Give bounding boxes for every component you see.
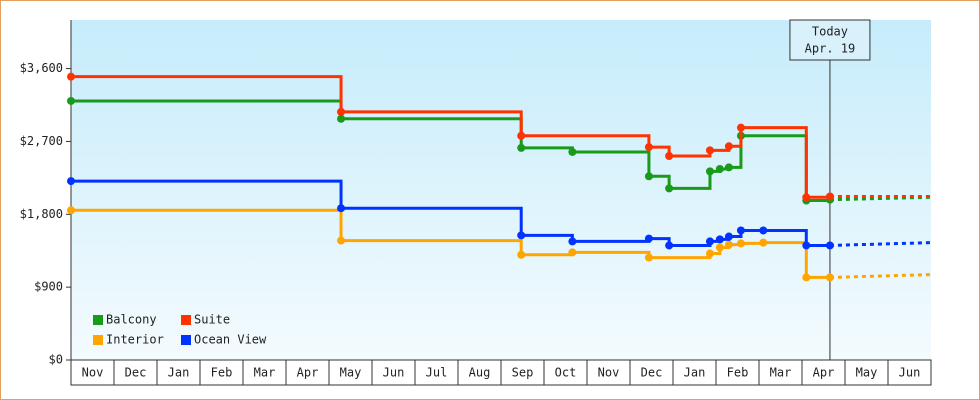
x-tick-label: Sep — [512, 366, 534, 380]
legend-swatch — [93, 335, 103, 345]
point — [724, 240, 733, 249]
y-tick-label: $3,600 — [20, 61, 63, 75]
forecast-line — [829, 195, 932, 202]
legend-swatch — [93, 315, 103, 325]
today-date: Apr. 19 — [805, 42, 856, 56]
point — [337, 114, 346, 123]
point — [644, 172, 653, 181]
series-line — [71, 75, 832, 199]
point — [644, 253, 653, 262]
point — [724, 142, 733, 151]
point — [517, 250, 526, 259]
x-tick-label: Feb — [211, 366, 233, 380]
point — [67, 96, 75, 105]
x-tick-label: Dec — [125, 366, 147, 380]
today-box — [789, 19, 871, 61]
plot-area — [71, 20, 931, 360]
x-tick-label: Jul — [426, 366, 448, 380]
point — [337, 107, 346, 116]
forecast-line — [829, 241, 932, 247]
point — [802, 193, 811, 202]
x-tick-label: Jan — [168, 366, 190, 380]
point — [736, 239, 745, 248]
legend-swatch — [181, 315, 191, 325]
x-tick-label: Feb — [727, 366, 749, 380]
point — [337, 236, 346, 245]
point — [759, 238, 768, 247]
point — [67, 206, 75, 215]
x-tick-label: Mar — [254, 366, 276, 380]
point — [724, 232, 733, 241]
point — [644, 143, 653, 152]
point — [644, 234, 653, 243]
x-tick-label: Jun — [899, 366, 921, 380]
point — [759, 226, 768, 235]
point — [67, 72, 75, 81]
y-tick-label: $2,700 — [20, 134, 63, 148]
point — [517, 131, 526, 140]
point — [568, 147, 577, 156]
point — [568, 237, 577, 246]
y-tick-label: $1,800 — [20, 207, 63, 221]
point — [736, 123, 745, 132]
point — [802, 241, 811, 250]
x-tick-label: Jan — [684, 366, 706, 380]
point — [705, 146, 714, 155]
x-tick-label: May — [340, 366, 362, 380]
x-tick-label: Nov — [82, 366, 104, 380]
x-tick-label: Jun — [383, 366, 405, 380]
point — [715, 164, 724, 173]
point — [517, 143, 526, 152]
point — [825, 192, 834, 201]
point — [802, 273, 811, 282]
legend-label: Ocean View — [194, 333, 267, 347]
legend-label: Balcony — [106, 313, 157, 327]
point — [665, 184, 674, 193]
x-tick-label: Apr — [297, 366, 319, 380]
point — [705, 249, 714, 258]
y-tick-label: $0 — [49, 353, 63, 367]
point — [825, 273, 834, 282]
point — [517, 231, 526, 240]
y-tick-label: $900 — [34, 280, 63, 294]
point — [568, 248, 577, 257]
point — [715, 243, 724, 252]
x-tick-label: Mar — [770, 366, 792, 380]
today-label: Today — [812, 25, 848, 39]
x-tick-label: Oct — [555, 366, 577, 380]
point — [705, 167, 714, 176]
point — [337, 204, 346, 213]
x-tick-label: Aug — [469, 366, 491, 380]
x-tick-label: Dec — [641, 366, 663, 380]
x-tick-label: Apr — [813, 366, 835, 380]
point — [67, 177, 75, 186]
legend-label: Interior — [106, 333, 164, 347]
x-tick-label: May — [856, 366, 878, 380]
legend-swatch — [181, 335, 191, 345]
point — [825, 241, 834, 250]
series-line — [71, 179, 830, 247]
point — [665, 152, 674, 160]
point — [724, 163, 733, 172]
point — [665, 241, 674, 250]
point — [705, 237, 714, 246]
point — [715, 235, 724, 244]
legend-label: Suite — [194, 313, 230, 327]
forecast-line — [829, 273, 932, 279]
point — [736, 226, 745, 235]
x-tick-label: Nov — [598, 366, 620, 380]
